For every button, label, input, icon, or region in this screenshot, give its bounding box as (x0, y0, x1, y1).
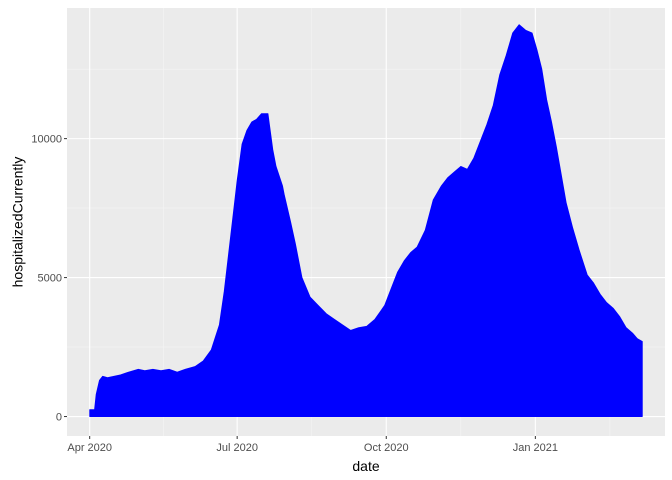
y-axis: 0 5000 10000 (31, 134, 67, 424)
y-tick-label: 0 (56, 412, 62, 424)
x-tick-label: Jul 2020 (216, 442, 258, 454)
x-tick-label: Jan 2021 (513, 442, 558, 454)
y-tick-label: 10000 (31, 134, 62, 146)
x-tick-label: Oct 2020 (364, 442, 409, 454)
x-tick-label: Apr 2020 (67, 442, 112, 454)
y-axis-title: hospitalizedCurrently (10, 157, 26, 288)
hospitalized-area (89, 24, 643, 417)
x-axis: Apr 2020 Jul 2020 Oct 2020 Jan 2021 (67, 436, 558, 454)
x-axis-title: date (352, 458, 379, 474)
y-tick-label: 5000 (38, 273, 62, 285)
